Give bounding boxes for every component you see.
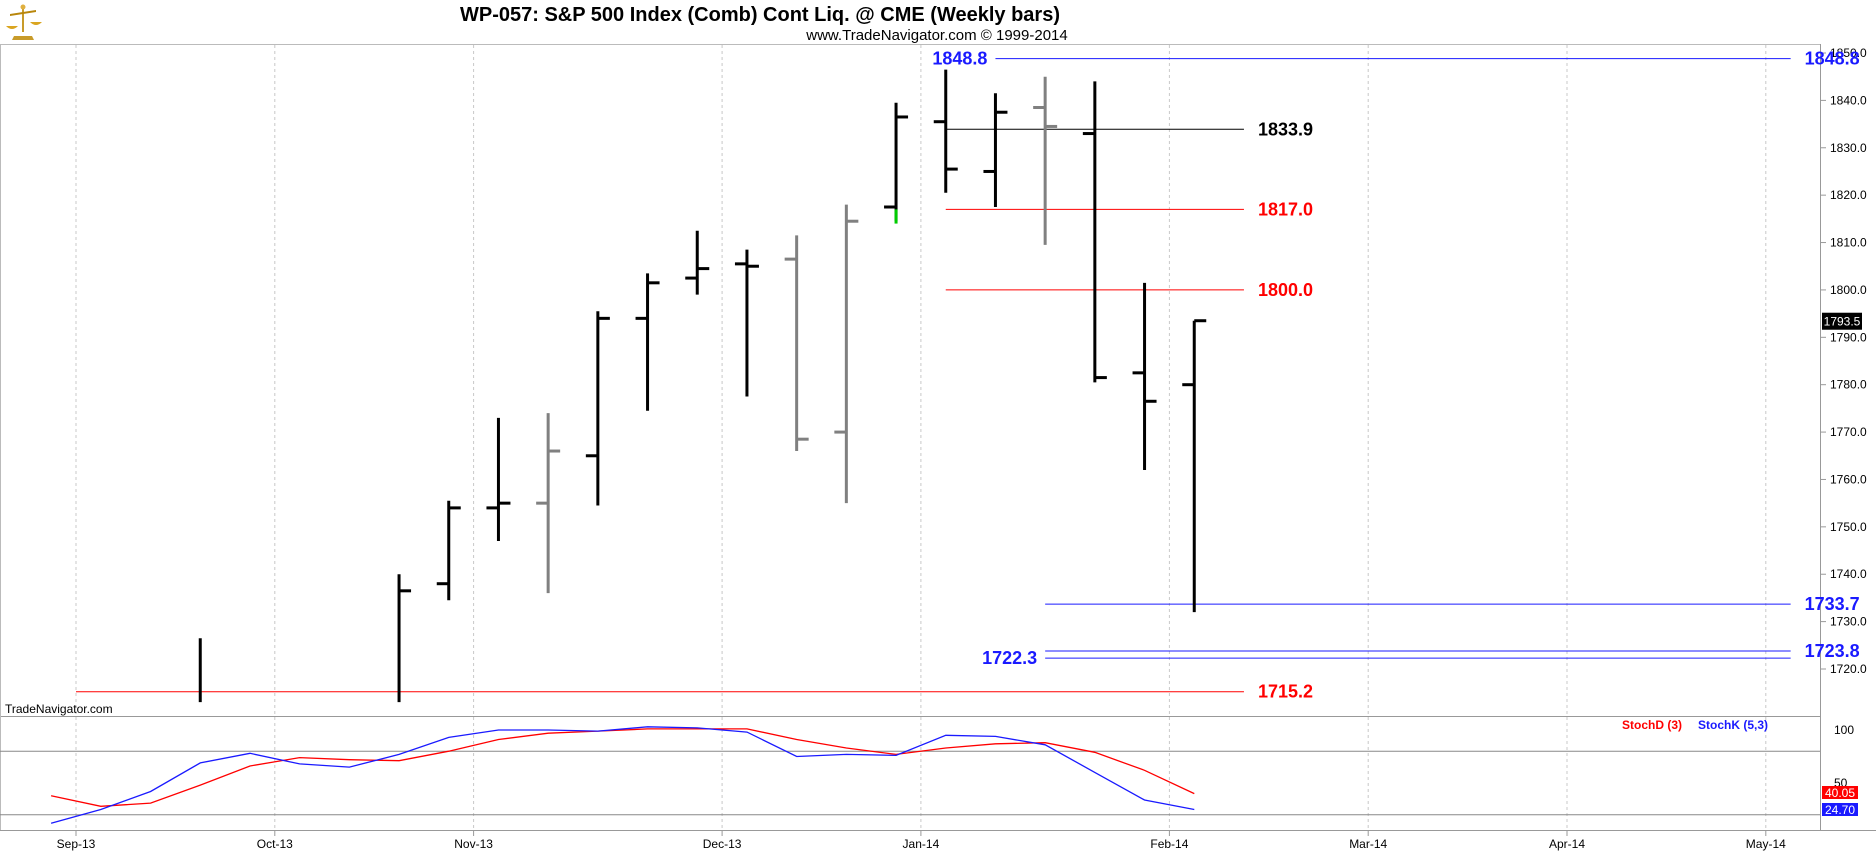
y-tick-label: 1770.0 xyxy=(1830,425,1867,439)
stochd-value-badge xyxy=(1822,786,1858,799)
level-label: 1848.8 xyxy=(932,49,987,69)
level-label: 1817.0 xyxy=(1258,199,1313,219)
stochk-value-badge xyxy=(1822,803,1858,816)
stoch-y-tick-label: 100 xyxy=(1834,723,1854,737)
x-tick-label: Feb-14 xyxy=(1150,837,1188,851)
x-tick-label: Nov-13 xyxy=(454,837,493,851)
level-label: 1723.8 xyxy=(1805,641,1860,661)
level-label: 1800.0 xyxy=(1258,280,1313,300)
y-tick-label: 1810.0 xyxy=(1830,236,1867,250)
chart-subtitle: www.TradeNavigator.com © 1999-2014 xyxy=(805,27,1067,44)
header-band xyxy=(0,0,1876,44)
x-tick-label: Sep-13 xyxy=(57,837,96,851)
watermark: TradeNavigator.com xyxy=(5,702,113,716)
x-tick-label: Apr-14 xyxy=(1549,837,1585,851)
gold-scale-icon xyxy=(6,4,42,40)
stoch-series-line xyxy=(50,728,1195,807)
level-label: 1715.2 xyxy=(1258,682,1313,702)
y-tick-label: 1850.0 xyxy=(1830,46,1867,60)
x-tick-label: Mar-14 xyxy=(1349,837,1387,851)
y-tick-label: 1740.0 xyxy=(1830,567,1867,581)
x-tick-label: Dec-13 xyxy=(703,837,742,851)
y-tick-label: 1830.0 xyxy=(1830,141,1867,155)
last-price-label: 1793.5 xyxy=(1824,315,1861,329)
price-y-axis: 1720.0 1730.0 1740.0 1750.0 1760.0 1770.0 1780… xyxy=(1820,46,1867,676)
y-tick-label: 1760.0 xyxy=(1830,472,1867,486)
stoch-series-line xyxy=(50,726,1195,824)
stochk-legend: StochK (5,3) xyxy=(1698,718,1768,732)
y-tick-label: 1840.0 xyxy=(1830,93,1867,107)
stochk-value: 24.70 xyxy=(1825,803,1855,817)
y-tick-label: 1790.0 xyxy=(1830,330,1867,344)
ohlc-bars xyxy=(198,69,1207,703)
x-tick-label: May-14 xyxy=(1746,837,1786,851)
time-x-axis: Sep-13 Oct-13 Nov-13 Dec-13 Jan-14 Feb-14 Mar-… xyxy=(57,830,1786,851)
y-tick-label: 1730.0 xyxy=(1830,615,1867,629)
y-tick-label: 1750.0 xyxy=(1830,520,1867,534)
level-label: 1833.9 xyxy=(1258,119,1313,139)
y-tick-label: 1780.0 xyxy=(1830,378,1867,392)
x-tick-label: Oct-13 xyxy=(257,837,293,851)
last-price-badge: 1793.5 xyxy=(1822,312,1862,330)
y-tick-label: 1800.0 xyxy=(1830,283,1867,297)
y-tick-label: 1820.0 xyxy=(1830,188,1867,202)
chart-title: WP-057: S&P 500 Index (Comb) Cont Liq. @… xyxy=(460,4,1060,26)
x-tick-label: Jan-14 xyxy=(903,837,940,851)
y-tick-label: 1720.0 xyxy=(1830,662,1867,676)
level-label: 1848.8 xyxy=(1805,49,1860,69)
level-label: 1733.7 xyxy=(1805,594,1860,614)
level-label: 1722.3 xyxy=(982,648,1037,668)
vertical-gridlines xyxy=(75,45,1767,830)
stochd-value: 40.05 xyxy=(1825,786,1855,800)
stochd-legend: StochD (3) xyxy=(1622,718,1682,732)
